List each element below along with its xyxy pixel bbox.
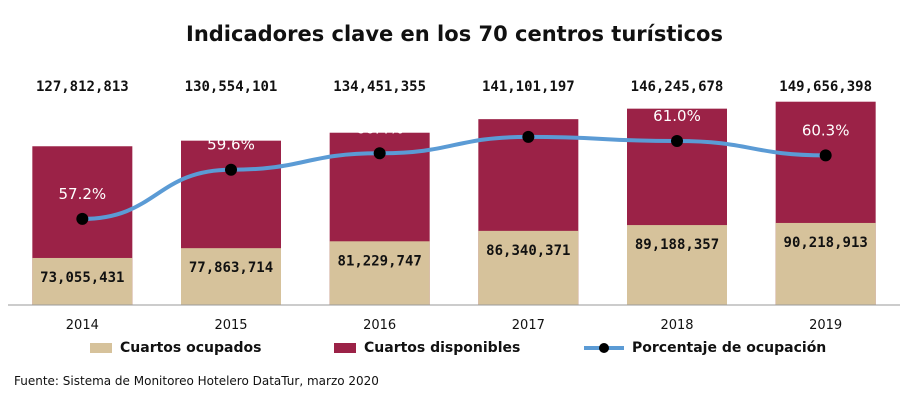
x-tick-label: 2015: [214, 318, 247, 333]
occupancy-point-2017: [522, 130, 535, 143]
bar-occupied-2016: [329, 241, 430, 305]
total-label: 130,554,101: [185, 79, 278, 95]
legend-line-marker-icon: [584, 342, 624, 354]
bars-layer: [32, 101, 876, 305]
occupied-value-label: 89,188,357: [635, 237, 719, 253]
x-tick-label: 2014: [66, 318, 99, 333]
x-tick-label: 2017: [512, 318, 545, 333]
occupancy-point-2014: [76, 212, 89, 225]
occupancy-point-2016: [373, 147, 386, 160]
x-tick-labels: 2014 2015 2016 2017 2018 2019: [66, 318, 842, 333]
legend-swatch-occupied: [90, 343, 112, 353]
bar-occupied-2014: [32, 257, 133, 305]
legend: Cuartos ocupados Cuartos disponibles Por…: [0, 340, 909, 360]
occupancy-value-label: 61.2%: [505, 103, 553, 121]
occupancy-point-2015: [225, 163, 237, 176]
legend-label-occupancy-rate: Porcentaje de ocupación: [632, 340, 827, 356]
occupied-value-label: 73,055,431: [40, 270, 124, 286]
occupancy-line-layer: [76, 130, 832, 225]
legend-label-occupied: Cuartos ocupados: [120, 340, 262, 356]
occupancy-point-2018: [671, 135, 683, 147]
occupied-value-label: 86,340,371: [486, 243, 570, 259]
legend-swatch-available: [334, 343, 356, 353]
bar-occupied-2018: [627, 225, 727, 305]
occupancy-value-label: 60.3%: [802, 121, 850, 139]
total-label: 141,101,197: [482, 79, 575, 95]
bar-occupied-2015: [181, 248, 281, 305]
chart-plot: 2014 2015 2016 2017 2018 2019 127,812,813 73,0…: [8, 79, 900, 333]
occupied-value-label: 81,229,747: [338, 253, 422, 269]
total-label: 149,656,398: [779, 79, 872, 95]
legend-item-available: Cuartos disponibles: [334, 340, 520, 356]
legend-label-available: Cuartos disponibles: [364, 340, 521, 356]
source-note: Fuente: Sistema de Monitoreo Hotelero Da…: [14, 374, 379, 388]
chart-title: Indicadores clave en los 70 centros turí…: [186, 22, 723, 46]
x-tick-label: 2018: [660, 318, 693, 333]
occupancy-line: [80, 134, 828, 221]
total-label: 134,451,355: [333, 79, 426, 95]
legend-item-occupied: Cuartos ocupados: [90, 340, 261, 356]
total-label: 146,245,678: [631, 79, 724, 95]
occupancy-value-label: 61.0%: [653, 107, 701, 125]
bar-occupied-2017: [478, 230, 579, 305]
x-tick-label: 2019: [809, 318, 842, 333]
occupancy-value-label: 59.6%: [207, 136, 255, 154]
x-tick-label: 2016: [363, 318, 396, 333]
data-labels-layer: 127,812,813 73,055,431 130,554,101 77,863,7…: [36, 79, 872, 286]
total-label: 127,812,813: [36, 79, 129, 95]
occupancy-value-label: 57.2%: [59, 185, 107, 203]
bar-occupied-2019: [775, 222, 876, 305]
legend-item-occupancy-rate: Porcentaje de ocupación: [584, 340, 826, 356]
occupancy-point-2019: [819, 149, 832, 162]
occupied-value-label: 90,218,913: [784, 235, 868, 251]
occupied-value-label: 77,863,714: [189, 260, 273, 276]
occupancy-value-label: 60.4%: [356, 119, 404, 137]
